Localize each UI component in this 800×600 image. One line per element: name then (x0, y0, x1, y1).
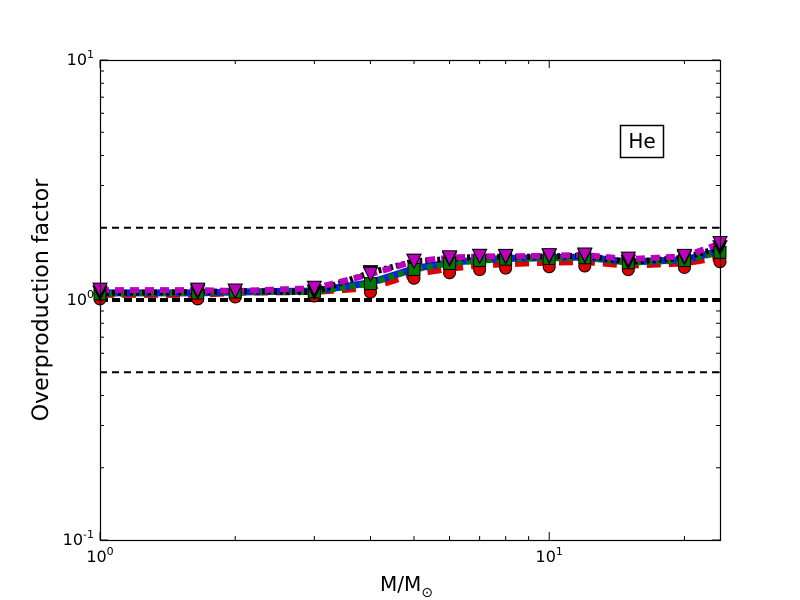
y-tick-label-2: 101 (67, 48, 94, 69)
x-tick-label-0: 100 (86, 545, 113, 566)
series-4-marker-8 (497, 248, 514, 265)
x-tick-label-0-base: 10 (86, 547, 106, 566)
y-axis-label: Overproduction factor (29, 178, 54, 421)
series-4-marker-9 (541, 248, 558, 264)
series-4-marker-7 (471, 248, 488, 265)
x-tick-label-1-exponent: 1 (556, 545, 563, 558)
series-4-marker-10 (576, 247, 593, 264)
x-axis-label: M/M⊙ (380, 572, 433, 600)
y-tick-label-2-base: 10 (67, 50, 87, 69)
y-tick-label-0: 10-1 (63, 528, 94, 549)
y-tick-label-1: 100 (67, 288, 94, 309)
y-tick-label-2-exponent: 1 (87, 48, 94, 61)
y-tick-label-0-exponent: -1 (83, 528, 94, 541)
series-4-marker-3 (306, 280, 323, 297)
x-axis-label-main: M/M (380, 572, 421, 596)
plot-area (92, 226, 728, 374)
series-line-2 (99, 249, 721, 297)
x-tick-label-0-exponent: 0 (107, 545, 114, 558)
series-4-marker-4 (362, 266, 379, 283)
y-tick-label-0-base: 10 (63, 530, 83, 549)
series-4-marker-11 (620, 251, 637, 268)
annotation-box: He (619, 124, 665, 159)
y-tick-label-1-exponent: 0 (87, 288, 94, 301)
y-tick-label-1-base: 10 (67, 290, 87, 309)
x-tick-label-1: 101 (536, 545, 563, 566)
annotation-label: He (628, 129, 655, 153)
series-4-marker-12 (676, 248, 693, 265)
x-axis-label-sub: ⊙ (421, 585, 433, 600)
series-4-marker-1 (189, 282, 206, 299)
series-4-marker-5 (406, 253, 422, 270)
series-4-marker-6 (441, 250, 458, 266)
series-line-4 (100, 240, 722, 294)
series-4-marker-2 (227, 283, 244, 300)
x-tick-label-1-base: 10 (536, 547, 556, 566)
